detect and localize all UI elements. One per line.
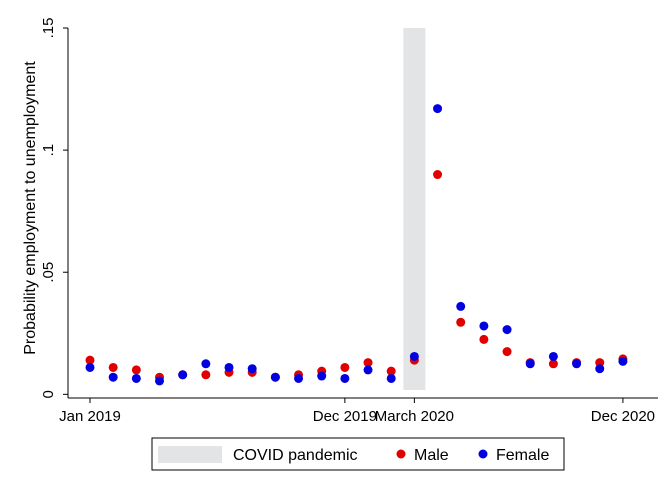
point-female xyxy=(363,365,373,375)
covid-band-layer xyxy=(403,28,426,390)
point-male xyxy=(386,366,396,376)
y-ticks: 0 .05 .1 .15 xyxy=(40,18,68,399)
point-female xyxy=(572,359,582,369)
point-male xyxy=(548,359,558,369)
point-female xyxy=(131,373,141,383)
point-male xyxy=(201,370,211,380)
x-tick-label: Dec 2020 xyxy=(591,408,655,425)
point-female xyxy=(548,351,558,361)
x-tick-label: Dec 2019 xyxy=(313,408,377,425)
point-female xyxy=(456,301,466,311)
y-tick-label: .15 xyxy=(40,18,57,39)
point-female xyxy=(525,359,535,369)
point-female xyxy=(433,104,443,114)
legend: COVID pandemic Male Female xyxy=(151,437,565,471)
point-female xyxy=(618,356,628,366)
series-female xyxy=(85,104,628,386)
x-tick-label: March 2020 xyxy=(375,408,454,425)
x-tick-label: Jan 2019 xyxy=(59,408,121,425)
point-female xyxy=(201,359,211,369)
point-female xyxy=(270,372,280,382)
point-female xyxy=(386,373,396,383)
point-male xyxy=(456,317,466,327)
point-male xyxy=(502,347,512,357)
point-female xyxy=(224,362,234,372)
point-male xyxy=(363,358,373,368)
point-female xyxy=(595,364,605,374)
covid-band xyxy=(403,28,426,390)
y-tick-label: .05 xyxy=(40,262,57,283)
series-male xyxy=(85,170,628,382)
point-male xyxy=(85,355,95,365)
legend-marker-female xyxy=(478,449,488,459)
legend-label-female: Female xyxy=(496,447,549,464)
legend-label-male: Male xyxy=(414,447,449,464)
point-female xyxy=(479,321,489,331)
y-tick-label: 0 xyxy=(40,390,57,398)
point-female xyxy=(317,371,327,381)
point-female xyxy=(409,351,419,361)
legend-marker-male xyxy=(396,449,406,459)
point-male xyxy=(433,170,443,180)
point-male xyxy=(131,365,141,375)
axes xyxy=(67,28,658,399)
point-female xyxy=(340,373,350,383)
point-female xyxy=(155,376,165,386)
legend-swatch-covid xyxy=(158,446,222,463)
point-female xyxy=(294,373,304,383)
y-tick-label: .1 xyxy=(40,144,57,157)
point-female xyxy=(85,362,95,372)
point-male xyxy=(108,362,118,372)
point-female xyxy=(108,372,118,382)
point-female xyxy=(178,370,188,380)
data-points xyxy=(85,104,628,386)
point-male xyxy=(340,362,350,372)
point-female xyxy=(247,364,257,374)
y-axis-title: Probability employment to unemployment xyxy=(22,61,39,355)
point-female xyxy=(502,325,512,335)
point-male xyxy=(479,334,489,344)
legend-label-covid: COVID pandemic xyxy=(233,447,358,464)
